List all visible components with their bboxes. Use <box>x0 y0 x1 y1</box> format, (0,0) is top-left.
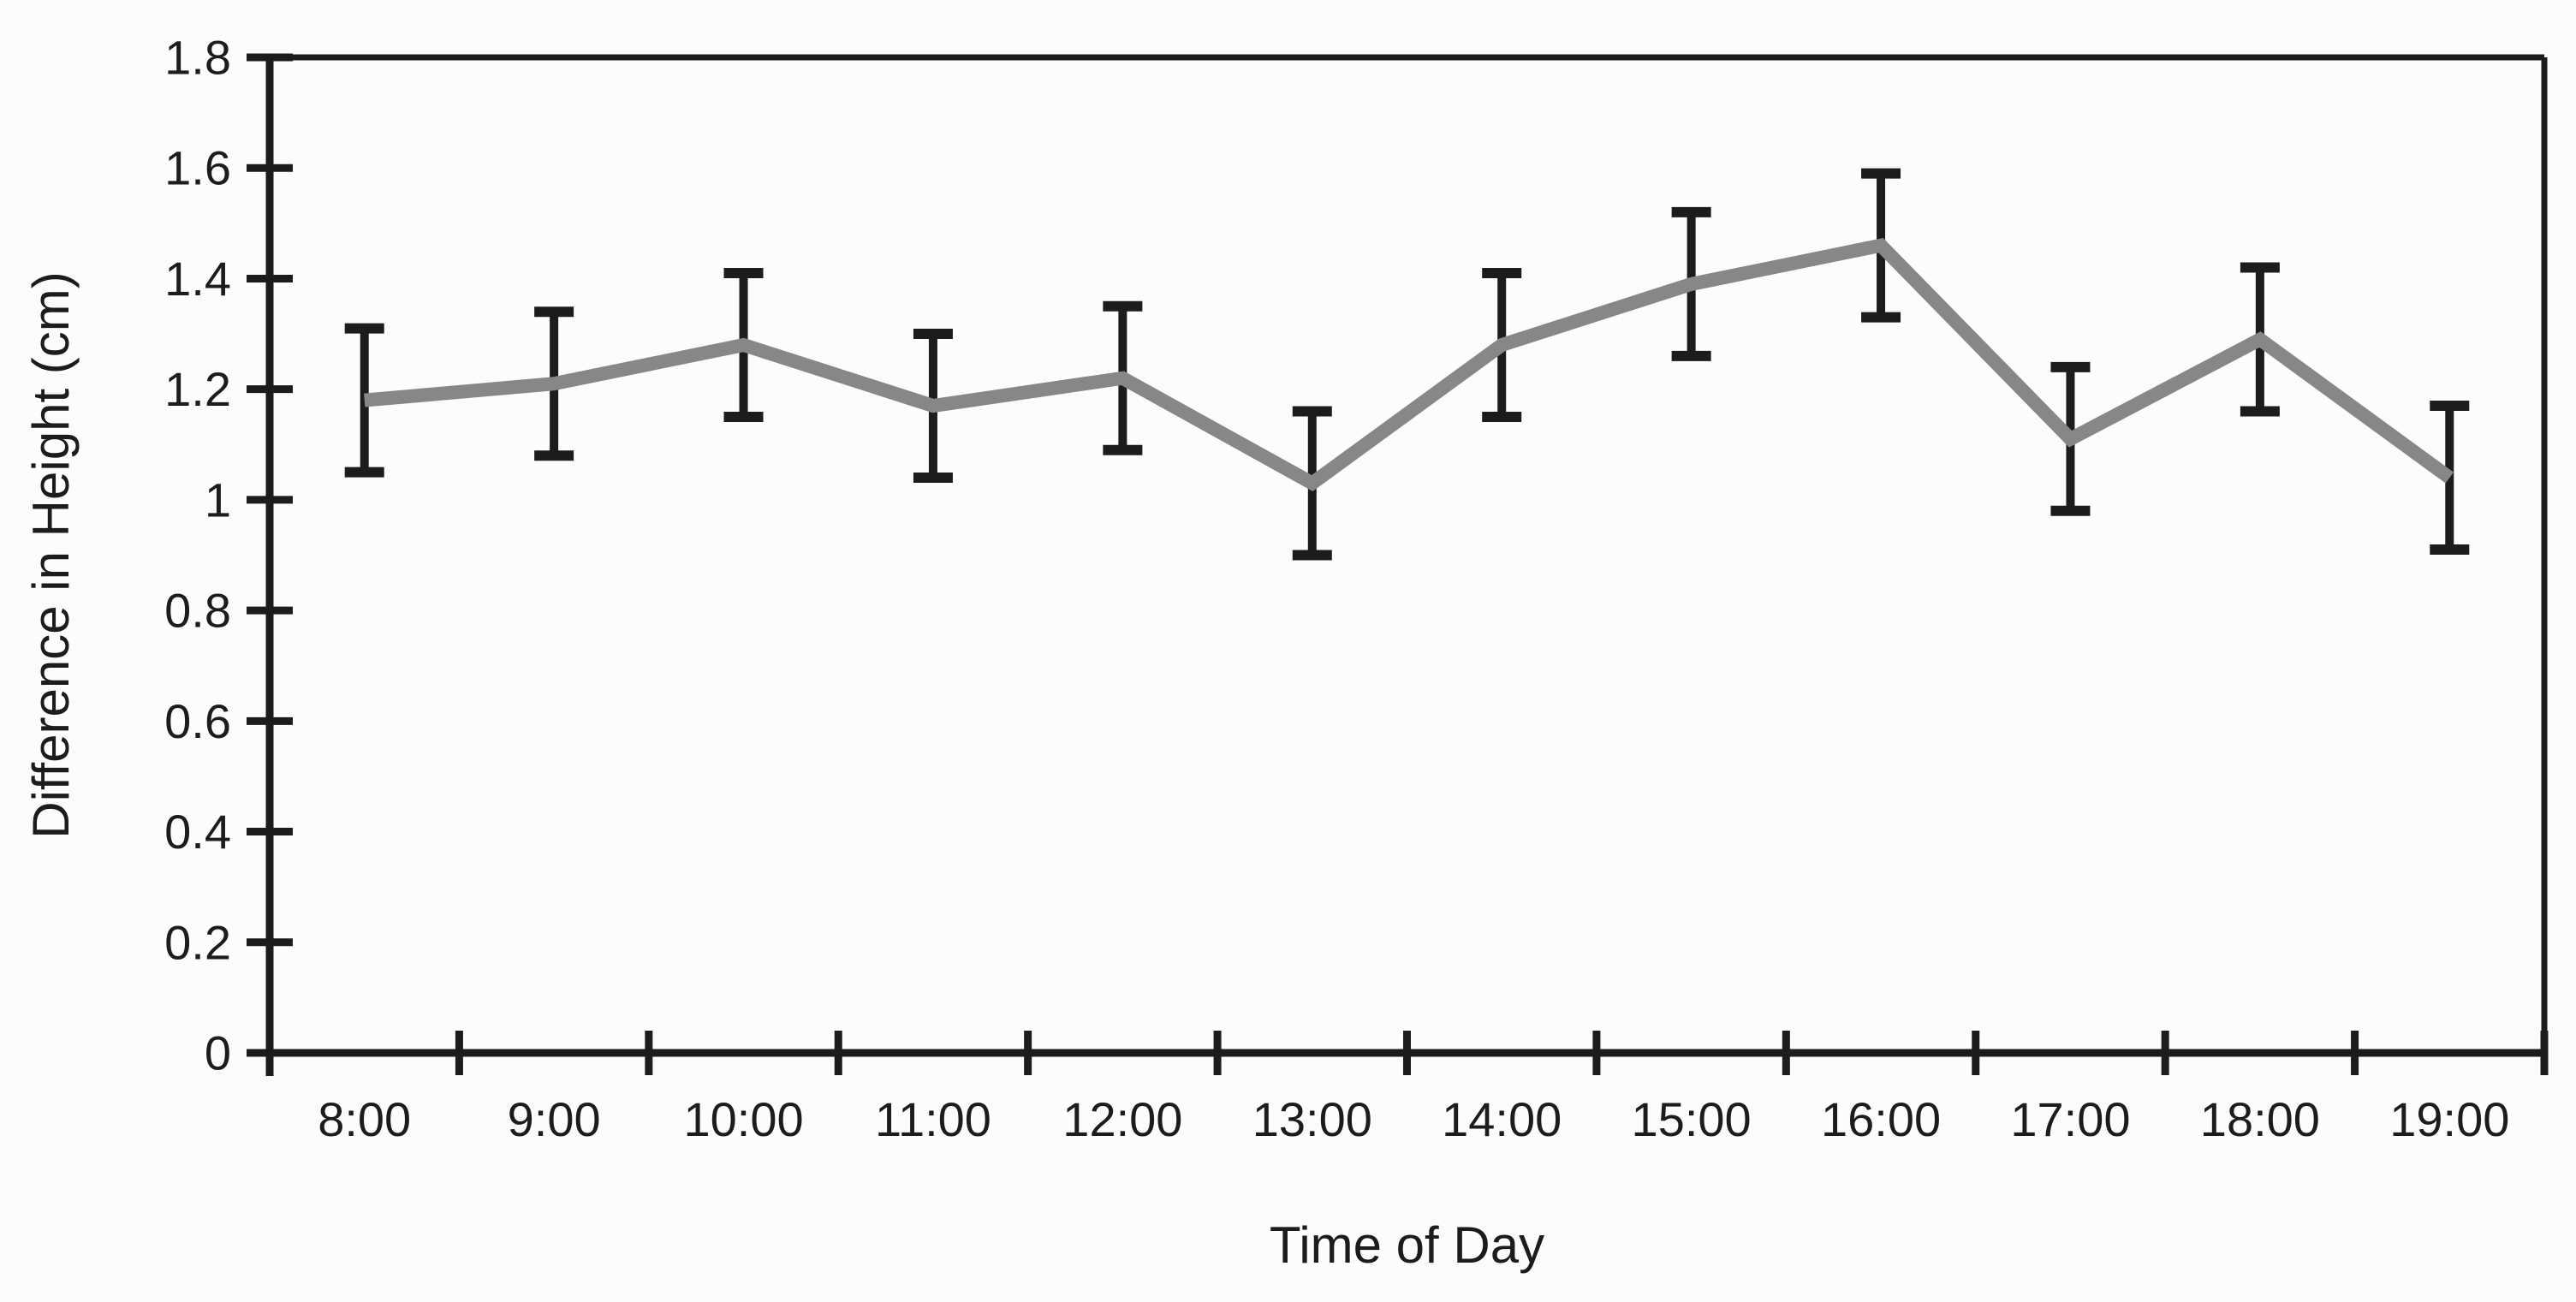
x-tick-label: 13:00 <box>1252 1092 1372 1146</box>
x-tick-label: 17:00 <box>2010 1092 2130 1146</box>
x-tick-label: 9:00 <box>508 1092 601 1146</box>
y-tick-label: 1 <box>205 473 231 526</box>
y-tick-label: 0.6 <box>164 694 231 748</box>
y-tick-label: 0.4 <box>164 805 231 859</box>
y-tick-label: 1.8 <box>164 31 231 85</box>
x-tick-label: 16:00 <box>1821 1092 1941 1146</box>
y-axis-title: Difference in Height (cm) <box>22 271 80 838</box>
y-tick-label: 1.4 <box>164 252 231 306</box>
x-axis-title: Time of Day <box>1270 1216 1544 1274</box>
x-tick-label: 19:00 <box>2389 1092 2509 1146</box>
y-tick-label: 0.8 <box>164 584 231 638</box>
y-tick-label: 1.6 <box>164 141 231 195</box>
x-tick-label: 18:00 <box>2200 1092 2320 1146</box>
x-tick-label: 15:00 <box>1632 1092 1752 1146</box>
y-tick-label: 1.2 <box>164 362 231 416</box>
y-tick-label: 0 <box>205 1026 231 1080</box>
x-tick-label: 12:00 <box>1062 1092 1182 1146</box>
y-tick-label: 0.2 <box>164 915 231 969</box>
x-tick-label: 8:00 <box>318 1092 411 1146</box>
x-tick-label: 11:00 <box>875 1092 991 1146</box>
x-tick-label: 10:00 <box>683 1092 803 1146</box>
data-line <box>364 237 2454 491</box>
x-tick-label: 14:00 <box>1442 1092 1562 1146</box>
